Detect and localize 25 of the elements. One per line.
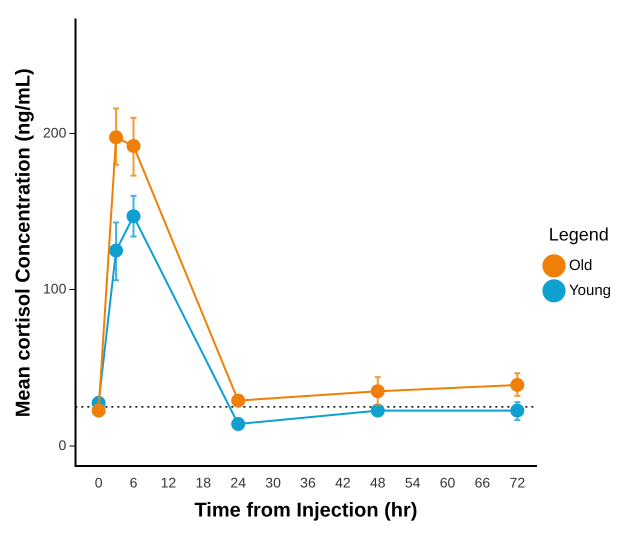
x-tick-label: 0 — [94, 474, 103, 490]
x-tick-label: 24 — [230, 474, 246, 490]
point — [370, 404, 385, 418]
legend-title: Legend — [548, 224, 609, 245]
x-tick-label: 12 — [160, 474, 176, 490]
x-tick-label: 54 — [404, 474, 421, 490]
x-tick-label: 6 — [130, 474, 138, 490]
x-tick-label: 30 — [265, 474, 282, 490]
x-tick-label: 60 — [440, 474, 456, 490]
x-tick-label: 36 — [300, 474, 316, 490]
point — [92, 404, 106, 418]
x-tick-label: 66 — [474, 474, 490, 490]
y-tick-label: 200 — [43, 124, 67, 140]
point — [231, 417, 246, 432]
y-axis-title: Mean cortisol Concentration (ng/mL) — [12, 68, 35, 418]
x-tick-label: 48 — [370, 474, 386, 490]
point — [231, 394, 246, 408]
x-axis-title: Time from Injection (hr) — [194, 500, 418, 522]
x-tick-label: 18 — [196, 474, 212, 490]
x-tick-label: 72 — [510, 474, 526, 490]
legend-label: Old — [569, 256, 592, 274]
y-tick-label: 100 — [43, 280, 67, 297]
legend-label: Young — [569, 282, 612, 299]
y-tick-label: 0 — [58, 436, 67, 453]
x-tick-label: 42 — [335, 474, 351, 490]
